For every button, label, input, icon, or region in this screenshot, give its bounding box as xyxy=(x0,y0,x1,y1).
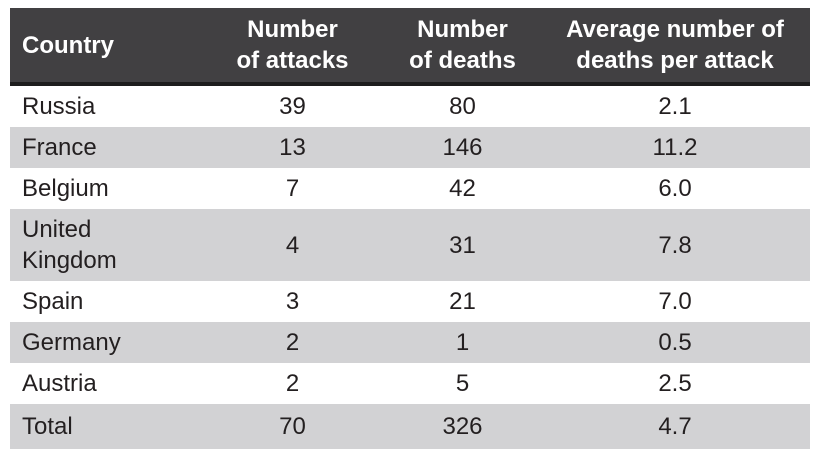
column-header-deaths-line2: of deaths xyxy=(409,47,516,74)
column-header-avg-deaths: Average number of deaths per attack xyxy=(540,8,810,86)
cell-avg-deaths: 7.0 xyxy=(658,288,692,315)
cell-avg-deaths: 6.0 xyxy=(658,175,692,202)
table-row-france: France 13 146 11.2 xyxy=(10,127,810,168)
cell-country: Austria xyxy=(22,370,97,397)
cell-country: France xyxy=(22,134,97,161)
column-header-deaths: Number of deaths xyxy=(385,8,540,86)
column-header-deaths-line1: Number xyxy=(417,16,508,43)
table-row-belgium: Belgium 7 42 6.0 xyxy=(10,168,810,209)
cell-country: Spain xyxy=(22,288,84,315)
cell-deaths: 42 xyxy=(449,175,476,202)
stats-table-container: Country Number of attacks Number of deat… xyxy=(10,8,810,449)
column-header-attacks-line1: Number xyxy=(247,16,338,43)
cell-attacks: 4 xyxy=(285,231,300,259)
cell-attacks: 2 xyxy=(285,370,300,397)
cell-total-avg-deaths: 4.7 xyxy=(658,413,692,440)
cell-attacks: 39 xyxy=(279,93,306,120)
cell-attacks: 7 xyxy=(285,175,300,202)
table-row-germany: Germany 2 1 0.5 xyxy=(10,322,810,363)
cell-country: United Kingdom xyxy=(22,216,117,274)
cell-avg-deaths: 7.8 xyxy=(658,231,692,259)
column-header-avg-line2: deaths per attack xyxy=(576,47,774,74)
column-header-avg-line1: Average number of xyxy=(566,16,784,43)
cell-country: Belgium xyxy=(22,175,109,202)
cell-country: Russia xyxy=(22,93,96,120)
cell-avg-deaths: 2.5 xyxy=(658,370,692,397)
table-header: Country Number of attacks Number of deat… xyxy=(10,8,810,86)
cell-attacks: 3 xyxy=(285,288,300,315)
cell-attacks: 2 xyxy=(285,329,300,356)
table-row-austria: Austria 2 5 2.5 xyxy=(10,363,810,404)
header-row: Country Number of attacks Number of deat… xyxy=(10,8,810,86)
cell-avg-deaths: 0.5 xyxy=(658,329,692,356)
table-row-united-kingdom: United Kingdom 4 31 7.8 xyxy=(10,209,810,281)
cell-deaths: 146 xyxy=(442,134,483,161)
cell-avg-deaths: 11.2 xyxy=(652,134,698,161)
table-row-total: Total 70 326 4.7 xyxy=(10,404,810,449)
cell-deaths: 5 xyxy=(455,370,470,397)
cell-attacks: 13 xyxy=(279,134,306,161)
cell-deaths: 31 xyxy=(449,231,476,259)
cell-avg-deaths: 2.1 xyxy=(658,93,692,120)
column-header-attacks-line2: of attacks xyxy=(236,47,349,74)
cell-total-label: Total xyxy=(22,413,73,440)
cell-deaths: 21 xyxy=(449,288,476,315)
table-row-russia: Russia 39 80 2.1 xyxy=(10,84,810,127)
cell-total-attacks: 70 xyxy=(279,413,306,440)
cell-deaths: 80 xyxy=(449,93,476,120)
terrorism-stats-table: Country Number of attacks Number of deat… xyxy=(10,8,810,449)
cell-country: Germany xyxy=(22,329,121,356)
table-body: Russia 39 80 2.1 France 13 146 11.2 Belg… xyxy=(10,84,810,449)
cell-deaths: 1 xyxy=(455,329,470,356)
column-header-attacks: Number of attacks xyxy=(200,8,385,86)
column-header-country-label: Country xyxy=(22,31,114,59)
cell-total-deaths: 326 xyxy=(442,413,483,440)
table-row-spain: Spain 3 21 7.0 xyxy=(10,281,810,322)
column-header-country: Country xyxy=(10,8,200,86)
